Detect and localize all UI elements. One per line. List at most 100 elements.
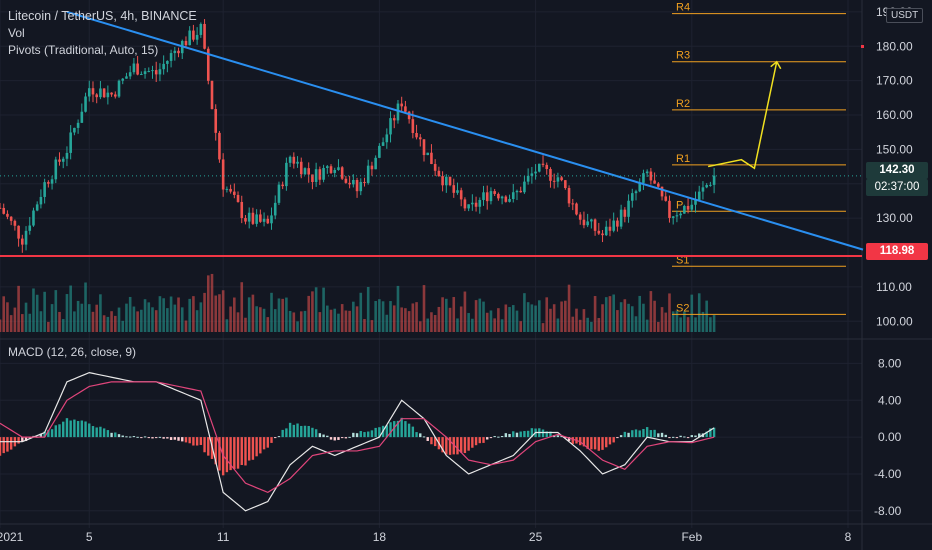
macd-histogram-bar [17, 437, 20, 444]
volume-bar [240, 282, 244, 332]
macd-tick-label: 8.00 [878, 356, 902, 370]
symbol-title[interactable]: Litecoin / TetherUS, 4h, BINANCE [8, 9, 197, 23]
macd-histogram-bar [106, 430, 110, 438]
macd-histogram-bar [84, 421, 87, 438]
volume-bar [288, 310, 292, 332]
macd-histogram-bar [445, 437, 448, 455]
candle-body [519, 190, 523, 193]
candle-body [273, 202, 277, 216]
candle-body [140, 74, 143, 76]
price-tick-label: 160.00 [876, 108, 913, 122]
macd-histogram-bar [400, 417, 403, 438]
volume-bar [705, 300, 708, 332]
volume-bar [523, 293, 526, 332]
macd-histogram-bar [564, 437, 567, 439]
volume-bar [363, 319, 366, 332]
macd-histogram-bar [526, 430, 530, 438]
macd-histogram-bar [668, 437, 671, 439]
candle-body [247, 212, 251, 222]
macd-histogram-bar [195, 437, 199, 446]
signal-line [0, 381, 715, 494]
volume-bar [459, 306, 463, 332]
drawing-lines[interactable] [0, 10, 864, 258]
price-axis[interactable]: 190.00180.00170.00160.00150.00140.00130.… [874, 5, 913, 518]
volume-bar [199, 302, 203, 332]
candle-body [352, 179, 355, 185]
volume-bar [277, 298, 281, 332]
candle-body [426, 152, 430, 156]
candle-body [2, 207, 6, 214]
candle-body [106, 92, 110, 98]
macd-histogram-bar [62, 421, 65, 438]
currency-button[interactable]: USDT [886, 8, 924, 23]
candle-body [534, 171, 537, 174]
candle-body [418, 137, 422, 140]
volume-bar [102, 315, 106, 332]
candle-body [363, 181, 366, 183]
volume-bar [69, 285, 72, 332]
volume-bar [378, 299, 381, 332]
candle-body [619, 209, 623, 227]
candle-body [657, 183, 660, 187]
macd-histogram-bar [95, 427, 98, 438]
candle-body [121, 78, 125, 81]
volume-bar [571, 316, 575, 332]
macd-histogram-bar [50, 429, 54, 438]
candle-body [236, 194, 240, 202]
candle-body [411, 119, 415, 133]
volume-bar [0, 319, 2, 332]
candle-body [493, 191, 496, 194]
volume-bar [210, 273, 214, 332]
candle-body [255, 214, 258, 224]
volume-bar [333, 308, 337, 332]
macd-tick-label: -8.00 [874, 504, 902, 518]
volume-legend[interactable]: Vol [8, 26, 25, 40]
volume-bar [270, 292, 273, 332]
candle-body [530, 173, 534, 176]
macd-histogram-bar [76, 421, 80, 438]
macd-histogram-bar [448, 437, 452, 455]
volume-bar [132, 306, 136, 332]
macd-histogram-bar [463, 437, 467, 454]
macd-histogram-bar [6, 437, 9, 452]
volume-bar [660, 307, 664, 332]
macd-histogram-bar [571, 437, 574, 444]
volume-bar [218, 294, 221, 332]
macd-histogram-bar [619, 435, 623, 438]
macd-legend[interactable]: MACD (12, 26, close, 9) [8, 345, 137, 359]
macd-histogram-bar [686, 437, 690, 439]
candle-body [87, 88, 91, 97]
time-tick-label: Feb [681, 530, 702, 544]
time-axis[interactable]: 2021 5 11 18 25 Feb 8 [0, 530, 852, 544]
candle-body [43, 182, 46, 197]
volume-bar [54, 290, 58, 332]
volume-bar [690, 294, 694, 332]
candle-body [686, 205, 690, 210]
price-tick-label: 170.00 [876, 74, 913, 88]
volume-bar [448, 307, 452, 332]
volume-bar [575, 308, 578, 332]
volume-bar [206, 275, 210, 332]
volume-bar [608, 296, 612, 332]
macd-histogram-bar [233, 437, 236, 469]
candle-body [151, 70, 154, 72]
macd-histogram-bar [497, 436, 500, 438]
candle-body [39, 196, 43, 205]
current-price-badge: 142.30 [866, 162, 928, 179]
candle-body [318, 169, 322, 180]
candle-body [389, 118, 392, 135]
volume-bar [9, 315, 13, 332]
volume-bar [634, 316, 638, 332]
macd-histogram-bar [642, 428, 645, 438]
volume-bar [184, 320, 188, 332]
candle-body [697, 191, 701, 200]
volume-bar [415, 302, 418, 332]
candle-body [471, 202, 474, 205]
pivots-legend[interactable]: Pivots (Traditional, Auto, 15) [8, 43, 159, 57]
candle-body [616, 220, 619, 227]
macd-histogram-bar [266, 437, 269, 448]
macd-tick-label: -4.00 [874, 467, 902, 481]
volume-bar [2, 296, 6, 332]
macd-histogram-bar [415, 432, 418, 438]
